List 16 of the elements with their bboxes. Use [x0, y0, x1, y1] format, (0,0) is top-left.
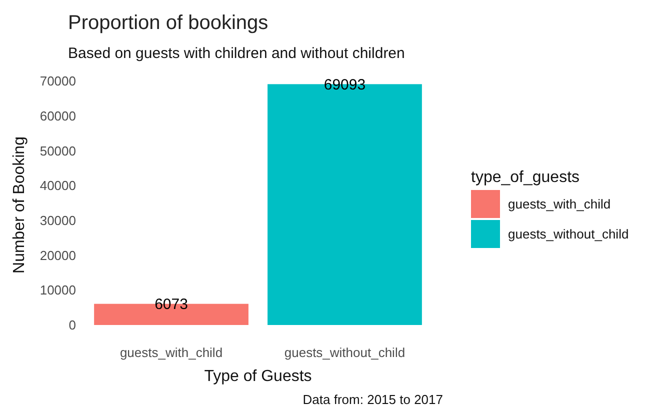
y-tick-label: 70000: [40, 74, 76, 89]
y-tick-label: 10000: [40, 282, 76, 298]
y-tick-label: 60000: [40, 108, 76, 124]
chart-subtitle: Based on guests with children and without children: [68, 45, 405, 62]
x-axis-title: Type of Guests: [204, 368, 312, 385]
y-tick-label: 20000: [40, 248, 76, 263]
legend-label: guests_with_child: [508, 196, 611, 212]
text: Data from: 2015 to 2017: [302, 392, 443, 407]
y-tick-label: 0: [68, 318, 76, 333]
legend-title: type_of_guests: [471, 169, 580, 186]
chart-title: Proportion of bookings: [68, 12, 268, 34]
y-tick-label: 40000: [40, 178, 76, 194]
legend-label: guests_without_child: [508, 226, 629, 242]
y-tick-label: 50000: [40, 143, 76, 158]
y-axis-title: Number of Booking: [11, 136, 28, 274]
y-tick-label: 30000: [40, 212, 76, 228]
